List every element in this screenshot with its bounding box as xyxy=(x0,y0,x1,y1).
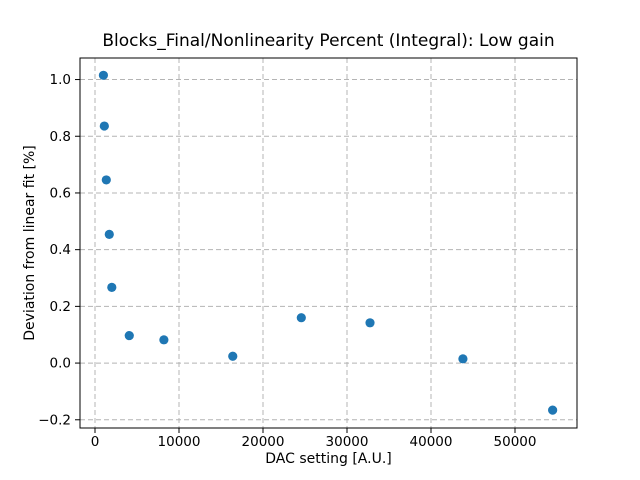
data-point xyxy=(548,405,558,415)
x-tick-label: 50000 xyxy=(494,434,537,450)
data-point xyxy=(365,318,375,328)
y-tick-label: 0.4 xyxy=(50,242,71,258)
y-tick-label: 0.8 xyxy=(50,129,71,145)
y-tick-label: 0.6 xyxy=(50,185,71,201)
data-point xyxy=(228,351,238,361)
axes-spines xyxy=(79,57,578,429)
y-axis-label: Deviation from linear fit [%] xyxy=(22,145,38,341)
x-tick-label: 20000 xyxy=(242,434,285,450)
data-point xyxy=(159,335,169,345)
x-tick-label: 10000 xyxy=(158,434,201,450)
y-tick-label: 0.0 xyxy=(50,356,71,372)
data-point xyxy=(98,70,109,80)
x-tick-label: 40000 xyxy=(410,434,453,450)
x-tick-label: 30000 xyxy=(326,434,369,450)
x-axis-label: DAC setting [A.U.] xyxy=(265,451,392,467)
data-point xyxy=(458,354,468,364)
data-point xyxy=(99,121,109,131)
data-point xyxy=(107,282,117,292)
y-tick-label: 0.2 xyxy=(50,299,71,315)
x-tick-label: 0 xyxy=(91,434,100,450)
chart-title: Blocks_Final/Nonlinearity Percent (Integ… xyxy=(102,31,555,51)
data-point xyxy=(124,330,134,341)
data-point xyxy=(296,313,306,323)
y-tick-label: −0.2 xyxy=(38,412,71,428)
data-point xyxy=(101,175,111,185)
data-point xyxy=(104,229,114,239)
y-tick-label: 1.0 xyxy=(50,72,71,88)
